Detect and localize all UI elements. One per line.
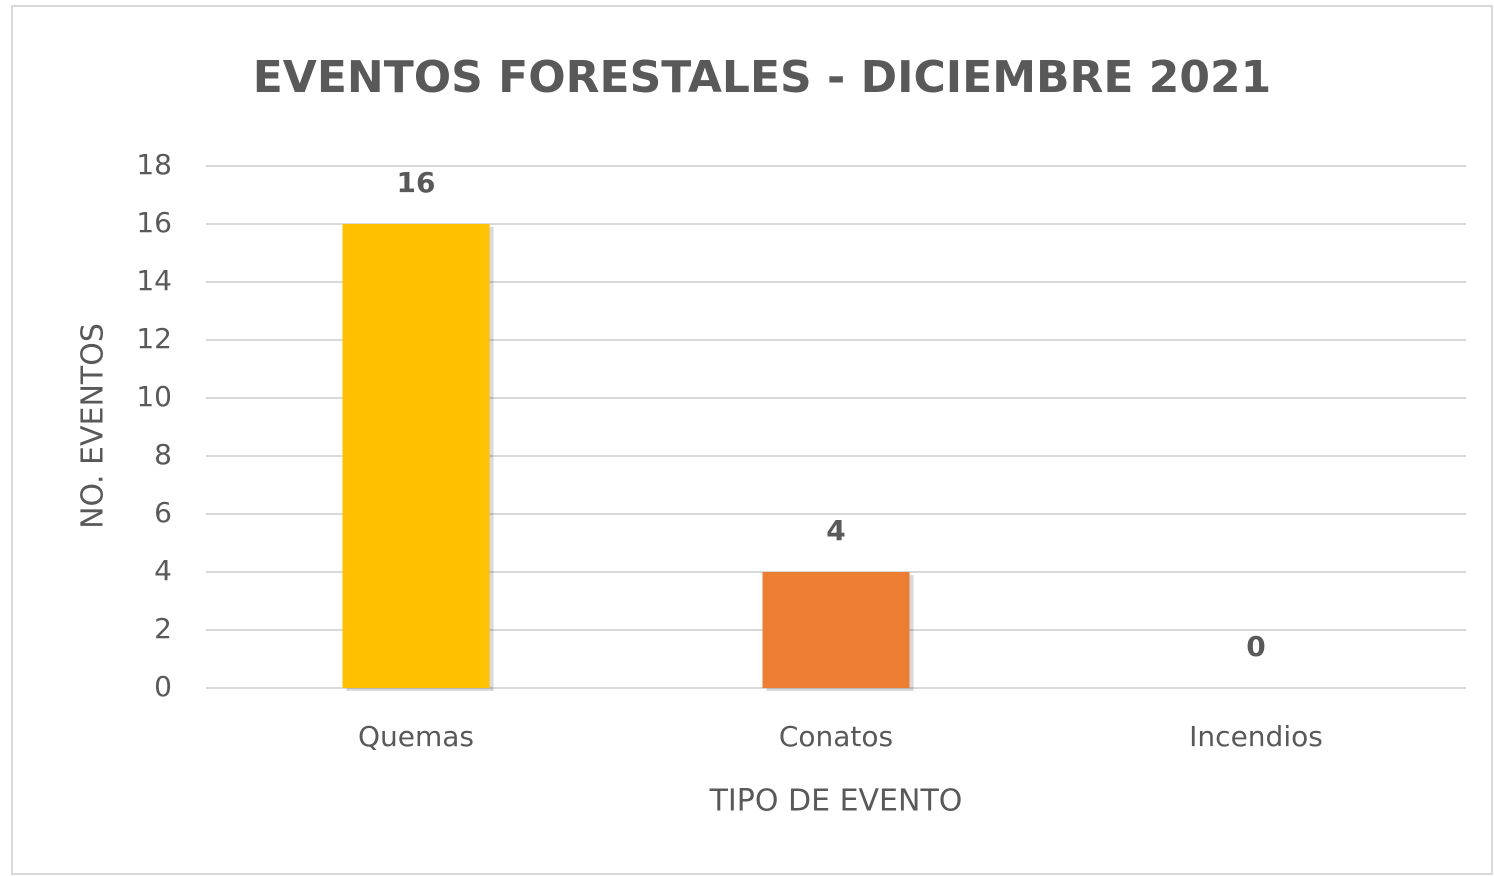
x-tick-label: Quemas bbox=[358, 720, 474, 753]
y-tick-label: 6 bbox=[154, 496, 172, 529]
x-tick-label: Incendios bbox=[1189, 720, 1323, 753]
data-label: 4 bbox=[826, 514, 845, 547]
y-tick-label: 14 bbox=[136, 264, 172, 297]
y-tick-label: 2 bbox=[154, 612, 172, 645]
y-tick-label: 10 bbox=[136, 380, 172, 413]
bar bbox=[762, 572, 910, 688]
y-tick-label: 12 bbox=[136, 322, 172, 355]
bar bbox=[342, 224, 490, 688]
y-tick-label: 18 bbox=[136, 148, 172, 181]
x-axis-label: TIPO DE EVENTO bbox=[709, 784, 963, 819]
y-tick-label: 8 bbox=[154, 438, 172, 471]
data-label: 16 bbox=[397, 166, 436, 199]
y-tick-label: 0 bbox=[154, 670, 172, 703]
data-label: 0 bbox=[1246, 630, 1265, 663]
x-tick-label: Conatos bbox=[779, 720, 893, 753]
y-axis-label: NO. EVENTOS bbox=[76, 323, 111, 529]
y-tick-label: 16 bbox=[136, 206, 172, 239]
chart-title: EVENTOS FORESTALES - DICIEMBRE 2021 bbox=[253, 52, 1272, 103]
chart-border bbox=[11, 5, 1493, 875]
y-tick-label: 4 bbox=[154, 554, 172, 587]
